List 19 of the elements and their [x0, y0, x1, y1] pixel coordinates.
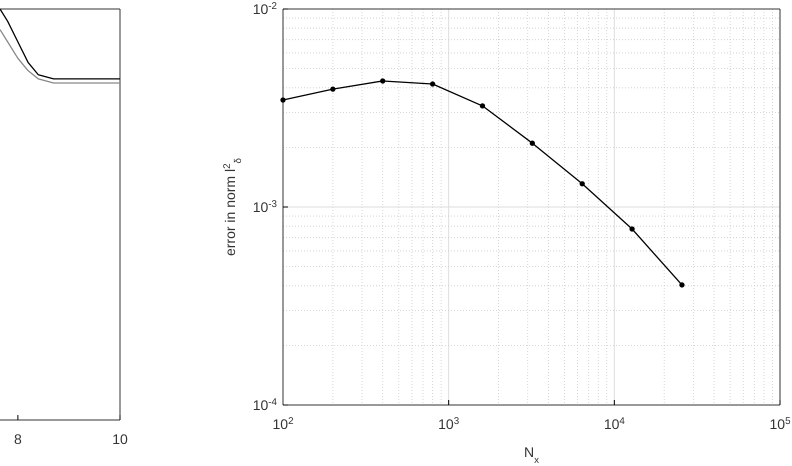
point	[530, 140, 535, 146]
point	[380, 78, 386, 84]
x-axis-title: N$_{x}$	[524, 444, 540, 466]
x-tick-label: 10$^{2}$	[272, 416, 294, 432]
y-tick-label: 10$^{-2}$	[252, 0, 277, 17]
y-tick-label: 10$^{-3}$	[252, 198, 278, 215]
point	[629, 226, 635, 232]
point	[430, 81, 436, 87]
x-tick-label: 10	[112, 431, 128, 447]
x-tick-label: 10$^{4}$	[604, 416, 626, 432]
y-tick-label: 10$^{-4}$	[252, 396, 278, 413]
point	[580, 181, 585, 186]
point	[480, 103, 486, 109]
x-tick-label: 10$^{5}$	[769, 416, 792, 432]
x-tick-label: 10$^{3}$	[438, 416, 460, 432]
x-tick-label: 8	[14, 431, 22, 447]
point	[679, 282, 685, 288]
point	[280, 97, 286, 103]
point	[330, 86, 336, 92]
